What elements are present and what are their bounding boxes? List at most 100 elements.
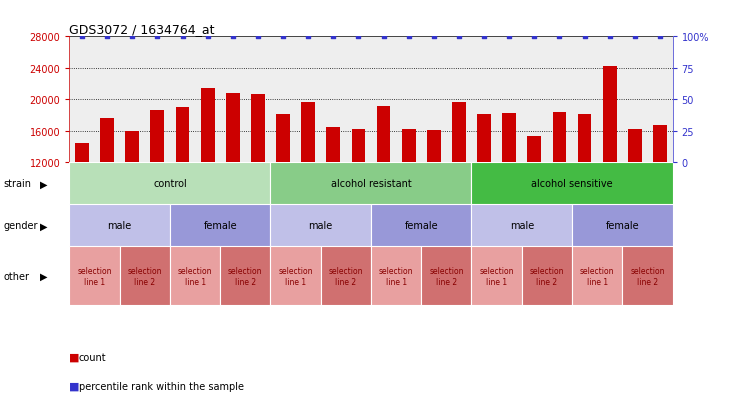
Text: percentile rank within the sample: percentile rank within the sample xyxy=(79,381,244,391)
Point xyxy=(277,34,289,40)
Bar xyxy=(577,115,591,163)
Text: gender: gender xyxy=(4,221,38,231)
Bar xyxy=(270,247,321,306)
Bar xyxy=(477,115,491,163)
Text: selection
line 2: selection line 2 xyxy=(630,266,664,286)
Text: control: control xyxy=(153,179,187,189)
Point xyxy=(252,34,264,40)
Point xyxy=(378,34,390,40)
Text: selection
line 1: selection line 1 xyxy=(580,266,614,286)
Text: selection
line 1: selection line 1 xyxy=(379,266,413,286)
Bar xyxy=(376,107,390,163)
Text: ▶: ▶ xyxy=(40,271,48,281)
Bar xyxy=(220,247,270,306)
Bar xyxy=(553,113,567,163)
Bar xyxy=(653,125,667,163)
Point xyxy=(604,34,616,40)
Bar xyxy=(371,247,421,306)
Point xyxy=(76,34,88,40)
Bar xyxy=(622,247,673,306)
Bar xyxy=(326,128,340,163)
Point xyxy=(303,34,314,40)
Point xyxy=(428,34,439,40)
Point xyxy=(352,34,364,40)
Bar xyxy=(352,130,366,163)
Bar xyxy=(125,132,139,163)
Point xyxy=(102,34,113,40)
Bar xyxy=(427,131,441,163)
Text: selection
line 1: selection line 1 xyxy=(178,266,212,286)
Point xyxy=(478,34,490,40)
Bar xyxy=(471,247,522,306)
Text: male: male xyxy=(107,221,132,231)
Point xyxy=(327,34,339,40)
Point xyxy=(227,34,238,40)
Bar xyxy=(270,205,371,247)
Bar xyxy=(471,163,673,205)
Bar xyxy=(527,137,541,163)
Point xyxy=(504,34,515,40)
Bar xyxy=(120,247,170,306)
Bar xyxy=(572,205,673,247)
Bar xyxy=(69,205,170,247)
Text: selection
line 1: selection line 1 xyxy=(77,266,112,286)
Text: female: female xyxy=(203,221,237,231)
Bar xyxy=(69,163,270,205)
Point xyxy=(529,34,540,40)
Point xyxy=(403,34,414,40)
Bar xyxy=(321,247,371,306)
Point xyxy=(654,34,666,40)
Bar xyxy=(301,103,315,163)
Text: ▶: ▶ xyxy=(40,221,48,231)
Point xyxy=(202,34,213,40)
Text: strain: strain xyxy=(4,179,31,189)
Point xyxy=(177,34,189,40)
Text: selection
line 2: selection line 2 xyxy=(530,266,564,286)
Bar xyxy=(276,115,290,163)
Text: selection
line 1: selection line 1 xyxy=(279,266,313,286)
Bar xyxy=(100,119,114,163)
Bar xyxy=(402,129,416,163)
Bar xyxy=(75,143,89,163)
Point xyxy=(579,34,591,40)
Bar xyxy=(251,95,265,163)
Bar xyxy=(452,102,466,163)
Text: selection
line 2: selection line 2 xyxy=(228,266,262,286)
Text: ■: ■ xyxy=(69,381,80,391)
Bar xyxy=(170,247,220,306)
Text: alcohol sensitive: alcohol sensitive xyxy=(531,179,613,189)
Text: male: male xyxy=(308,221,333,231)
Text: female: female xyxy=(605,221,639,231)
Bar xyxy=(270,163,471,205)
Text: selection
line 1: selection line 1 xyxy=(480,266,514,286)
Point xyxy=(553,34,565,40)
Bar xyxy=(175,108,189,163)
Bar xyxy=(603,67,617,163)
Bar xyxy=(572,247,622,306)
Bar xyxy=(502,114,516,163)
Bar xyxy=(151,111,164,163)
Bar xyxy=(226,94,240,163)
Text: selection
line 2: selection line 2 xyxy=(429,266,463,286)
Text: count: count xyxy=(79,352,107,362)
Point xyxy=(126,34,138,40)
Text: female: female xyxy=(404,221,438,231)
Text: alcohol resistant: alcohol resistant xyxy=(330,179,412,189)
Bar xyxy=(69,247,120,306)
Point xyxy=(629,34,640,40)
Text: other: other xyxy=(4,271,30,281)
Text: selection
line 2: selection line 2 xyxy=(329,266,363,286)
Bar xyxy=(628,129,642,163)
Bar xyxy=(170,205,270,247)
Bar xyxy=(371,205,471,247)
Text: male: male xyxy=(510,221,534,231)
Text: GDS3072 / 1634764_at: GDS3072 / 1634764_at xyxy=(69,23,215,36)
Bar xyxy=(421,247,471,306)
Point xyxy=(151,34,163,40)
Bar xyxy=(201,88,215,163)
Text: ▶: ▶ xyxy=(40,179,48,189)
Point xyxy=(453,34,465,40)
Bar xyxy=(522,247,572,306)
Bar xyxy=(471,205,572,247)
Text: ■: ■ xyxy=(69,352,80,362)
